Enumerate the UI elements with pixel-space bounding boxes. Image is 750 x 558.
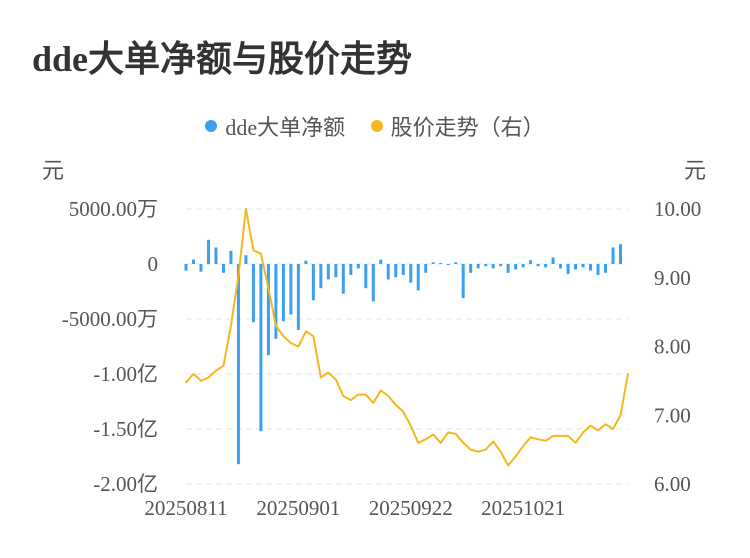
dde-bar[interactable] [236, 264, 240, 465]
dde-bar[interactable] [401, 264, 405, 275]
right-tick-label: 8.00 [654, 335, 691, 359]
dde-bar[interactable] [409, 264, 413, 283]
left-axis: 元 5000.00万 0 -5000.00万 -1.00亿 -1.50亿 -2.00亿 [42, 158, 158, 496]
dde-bar[interactable] [371, 264, 375, 302]
dde-bar[interactable] [566, 264, 570, 274]
dde-bar[interactable] [184, 264, 188, 271]
dde-bar[interactable] [544, 264, 548, 268]
legend-marker-price [370, 120, 383, 132]
dde-bar[interactable] [304, 260, 308, 264]
left-tick-label: -1.00亿 [93, 362, 158, 386]
dde-bar[interactable] [484, 264, 488, 267]
dde-bar[interactable] [431, 262, 435, 264]
right-axis: 元 10.00 9.00 8.00 7.00 6.00 [654, 158, 706, 496]
price-line-path[interactable] [185, 208, 629, 467]
dde-bar[interactable] [191, 259, 195, 264]
right-tick-label: 7.00 [654, 403, 691, 427]
dde-bar[interactable] [416, 264, 420, 291]
left-axis-unit: 元 [42, 158, 64, 183]
dde-bar[interactable] [221, 264, 225, 273]
dde-bar[interactable] [296, 264, 300, 330]
dde-bar[interactable] [574, 264, 578, 270]
dde-bar[interactable] [379, 259, 383, 264]
dde-bar[interactable] [386, 264, 390, 280]
dde-bar[interactable] [619, 244, 623, 264]
dde-bar[interactable] [581, 264, 585, 268]
dde-bar[interactable] [206, 239, 210, 264]
dde-bar[interactable] [469, 264, 473, 273]
x-axis: 20250811 20250901 20250922 20251021 [144, 496, 565, 520]
dde-bar[interactable] [251, 264, 255, 323]
right-tick-label: 10.00 [654, 197, 701, 221]
dde-bar[interactable] [446, 264, 450, 266]
dde-bar[interactable] [394, 264, 398, 278]
left-tick-label: -5000.00万 [62, 307, 158, 331]
grid-lines [186, 208, 628, 485]
dde-bar[interactable] [536, 264, 540, 267]
left-tick-label: 0 [148, 252, 159, 276]
x-tick-label: 20251021 [481, 496, 565, 520]
dde-bar[interactable] [229, 250, 233, 264]
dde-bar[interactable] [604, 264, 608, 273]
left-tick-label: -2.00亿 [93, 472, 158, 496]
right-axis-unit: 元 [684, 158, 706, 183]
legend-item-dde[interactable]: dde大单净额 [205, 110, 345, 142]
dde-bar[interactable] [311, 264, 315, 301]
legend-marker-dde [205, 120, 218, 132]
dde-bar[interactable] [514, 264, 518, 270]
dde-bar[interactable] [281, 264, 285, 322]
legend: dde大单净额 股价走势（右） [0, 110, 750, 142]
dde-bar[interactable] [334, 264, 338, 278]
dde-bar[interactable] [461, 264, 465, 299]
chart-title: dde大单净额与股价走势 [32, 39, 413, 79]
dde-bar[interactable] [356, 264, 360, 269]
dde-bar[interactable] [244, 255, 248, 264]
dde-bar[interactable] [214, 247, 218, 265]
dde-bar[interactable] [289, 264, 293, 315]
dde-bar[interactable] [199, 264, 203, 272]
dde-bar[interactable] [364, 264, 368, 289]
legend-item-price[interactable]: 股价走势（右） [370, 110, 545, 142]
dde-bar[interactable] [424, 264, 428, 273]
dde-bar[interactable] [529, 260, 533, 264]
dde-bar[interactable] [499, 264, 503, 267]
dde-bar[interactable] [266, 264, 270, 356]
legend-label-price: 股价走势（右） [390, 115, 545, 140]
dde-bar[interactable] [349, 264, 353, 275]
dde-bar[interactable] [319, 264, 323, 289]
left-tick-label: -1.50亿 [93, 417, 158, 441]
dde-bar[interactable] [274, 264, 278, 339]
x-tick-label: 20250811 [144, 496, 227, 520]
dde-bar[interactable] [326, 264, 330, 280]
left-tick-label: 5000.00万 [69, 197, 158, 221]
right-tick-label: 6.00 [654, 472, 691, 496]
dde-bar[interactable] [521, 264, 525, 268]
dde-bar[interactable] [491, 264, 495, 269]
x-tick-label: 20250901 [256, 496, 340, 520]
dde-bar[interactable] [454, 262, 458, 264]
legend-label-dde: dde大单净额 [225, 115, 346, 140]
dde-bar[interactable] [259, 264, 263, 432]
price-line [185, 208, 629, 467]
dde-bar[interactable] [559, 264, 563, 269]
dde-bar[interactable] [611, 247, 615, 265]
dde-bar[interactable] [506, 264, 510, 273]
dde-bar[interactable] [596, 264, 600, 275]
dde-bar[interactable] [551, 257, 555, 264]
x-tick-label: 20250922 [369, 496, 453, 520]
dde-bar[interactable] [439, 262, 443, 264]
dde-bar[interactable] [341, 264, 345, 294]
dde-bar[interactable] [476, 264, 480, 269]
right-tick-label: 9.00 [654, 266, 691, 290]
dde-bars [184, 239, 623, 465]
dde-bar[interactable] [589, 264, 593, 271]
